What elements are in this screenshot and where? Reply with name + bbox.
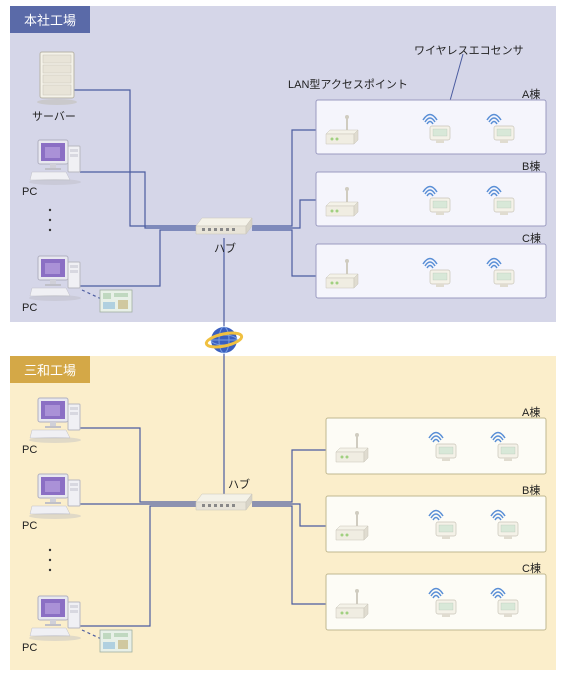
hub-label-top: ハブ: [214, 240, 236, 256]
pc-label-3: PC: [22, 444, 37, 456]
hub-label-bottom: ハブ: [228, 476, 250, 492]
lan-ap-label: LAN型アクセスポイント: [288, 76, 408, 92]
bottom-panel-title: 三和工場: [10, 356, 90, 383]
pc-label-1: PC: [22, 186, 37, 198]
pc-label-2: PC: [22, 302, 37, 314]
bottom-panel: 三和工場: [10, 356, 556, 670]
pc-label-4: PC: [22, 520, 37, 532]
bldg-a-top: A棟: [522, 86, 540, 102]
server-label: サーバー: [32, 108, 76, 124]
wireless-sensor-label: ワイヤレスエコセンサ: [414, 42, 524, 58]
pc-label-5: PC: [22, 642, 37, 654]
top-panel-title: 本社工場: [10, 6, 90, 33]
bldg-c-top: C棟: [522, 230, 541, 246]
bldg-a-bottom: A棟: [522, 404, 540, 420]
bldg-c-bottom: C棟: [522, 560, 541, 576]
bldg-b-top: B棟: [522, 158, 540, 174]
bldg-b-bottom: B棟: [522, 482, 540, 498]
